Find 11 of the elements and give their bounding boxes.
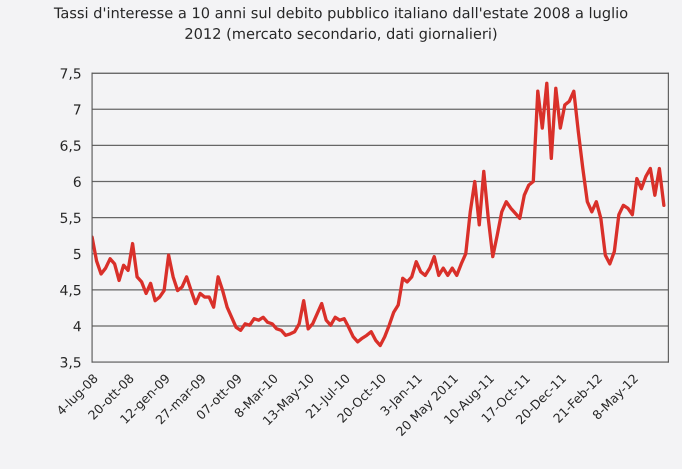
y-tick-label: 7,5 — [60, 68, 80, 80]
y-tick-label: 5,5 — [60, 212, 80, 225]
line-series — [92, 82, 666, 348]
y-tick-label: 3,5 — [60, 357, 80, 369]
y-tick-label: 7 — [74, 104, 80, 115]
y-tick-label: 4,5 — [60, 284, 80, 297]
y-tick-label: 5 — [74, 248, 80, 260]
chart-title: Tassi d'interesse a 10 anni sul debito pubblico italiano dall'estate 2008 a luglio 2012 (mercato secondario, dati giornalieri) — [54, 7, 628, 42]
y-tick-label: 6,5 — [60, 140, 80, 152]
y-tick-label: 4 — [73, 321, 81, 332]
y-tick-label: 6 — [74, 176, 81, 187]
